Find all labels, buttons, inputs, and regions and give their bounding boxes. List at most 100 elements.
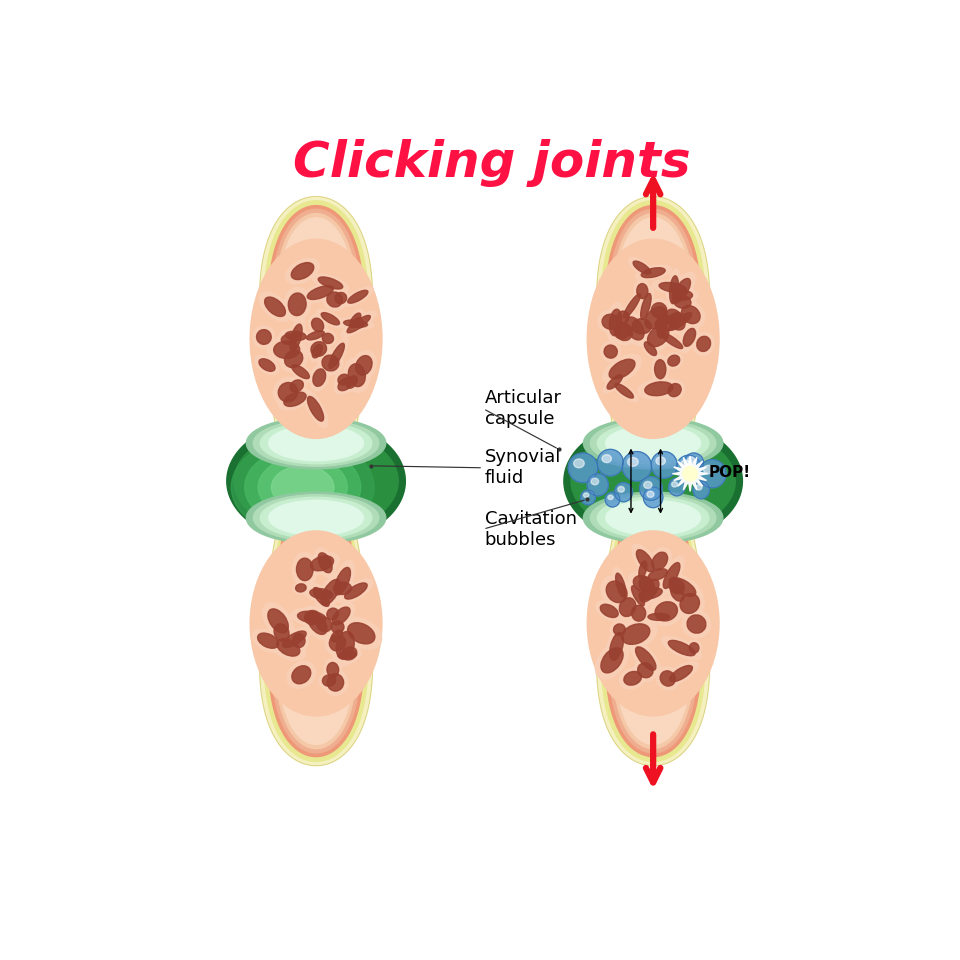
Ellipse shape — [256, 329, 272, 345]
Ellipse shape — [327, 674, 344, 691]
Ellipse shape — [647, 492, 654, 497]
Ellipse shape — [669, 478, 684, 496]
Text: Clicking joints: Clicking joints — [293, 139, 691, 187]
Ellipse shape — [342, 647, 357, 660]
Ellipse shape — [619, 288, 645, 324]
Ellipse shape — [568, 453, 597, 483]
Ellipse shape — [606, 581, 627, 603]
Ellipse shape — [633, 261, 651, 275]
Ellipse shape — [660, 282, 686, 293]
Ellipse shape — [325, 631, 349, 655]
Ellipse shape — [327, 603, 354, 629]
Ellipse shape — [597, 497, 708, 539]
Ellipse shape — [643, 565, 672, 583]
Ellipse shape — [619, 668, 646, 688]
Ellipse shape — [303, 390, 327, 427]
Ellipse shape — [672, 290, 692, 300]
Ellipse shape — [338, 643, 361, 663]
Ellipse shape — [667, 288, 698, 302]
Ellipse shape — [284, 350, 302, 368]
Ellipse shape — [697, 336, 710, 351]
Ellipse shape — [335, 293, 347, 303]
Ellipse shape — [325, 337, 348, 374]
Ellipse shape — [610, 309, 622, 336]
Ellipse shape — [687, 640, 702, 656]
Text: Synovial
fluid: Synovial fluid — [485, 448, 561, 487]
Ellipse shape — [660, 556, 684, 595]
Ellipse shape — [306, 331, 324, 340]
Ellipse shape — [672, 278, 690, 303]
Ellipse shape — [699, 460, 726, 488]
Ellipse shape — [302, 607, 332, 640]
Ellipse shape — [651, 451, 677, 478]
Ellipse shape — [305, 552, 339, 575]
Polygon shape — [264, 201, 368, 761]
Ellipse shape — [309, 583, 333, 612]
Ellipse shape — [590, 420, 716, 467]
Ellipse shape — [649, 597, 684, 626]
Ellipse shape — [344, 358, 370, 393]
Ellipse shape — [663, 308, 698, 335]
Ellipse shape — [642, 321, 674, 351]
Ellipse shape — [298, 612, 325, 623]
Ellipse shape — [286, 258, 320, 284]
Ellipse shape — [682, 305, 700, 324]
Ellipse shape — [351, 350, 376, 380]
Ellipse shape — [643, 487, 663, 508]
Ellipse shape — [259, 292, 291, 322]
Ellipse shape — [636, 573, 655, 596]
Ellipse shape — [278, 389, 312, 410]
Ellipse shape — [613, 567, 629, 604]
Polygon shape — [564, 420, 742, 542]
Ellipse shape — [607, 302, 625, 343]
Ellipse shape — [609, 359, 635, 379]
Ellipse shape — [652, 355, 669, 384]
Ellipse shape — [660, 332, 683, 348]
Ellipse shape — [341, 617, 382, 649]
Ellipse shape — [265, 297, 285, 317]
Ellipse shape — [613, 624, 625, 636]
Ellipse shape — [620, 311, 649, 346]
Ellipse shape — [251, 239, 382, 439]
Ellipse shape — [338, 374, 349, 385]
Ellipse shape — [300, 282, 340, 303]
Ellipse shape — [607, 626, 627, 667]
Ellipse shape — [271, 619, 293, 645]
Polygon shape — [272, 209, 360, 753]
Ellipse shape — [621, 624, 650, 644]
Ellipse shape — [263, 603, 294, 639]
Ellipse shape — [231, 439, 374, 537]
Ellipse shape — [634, 585, 668, 602]
Ellipse shape — [339, 579, 372, 603]
Ellipse shape — [657, 315, 667, 338]
Ellipse shape — [669, 578, 696, 596]
Polygon shape — [612, 213, 694, 749]
Ellipse shape — [344, 372, 360, 392]
Ellipse shape — [669, 579, 684, 593]
Ellipse shape — [252, 629, 284, 652]
Ellipse shape — [637, 662, 653, 678]
Ellipse shape — [683, 467, 698, 481]
Ellipse shape — [312, 274, 348, 292]
Ellipse shape — [318, 277, 343, 289]
Ellipse shape — [274, 624, 289, 641]
Ellipse shape — [329, 579, 356, 597]
Ellipse shape — [296, 584, 306, 592]
Ellipse shape — [637, 378, 680, 399]
Ellipse shape — [600, 604, 618, 617]
Ellipse shape — [648, 568, 667, 580]
Ellipse shape — [307, 286, 333, 300]
Ellipse shape — [606, 425, 701, 461]
Ellipse shape — [254, 355, 279, 374]
Polygon shape — [672, 456, 708, 492]
Ellipse shape — [252, 326, 275, 348]
Ellipse shape — [348, 623, 375, 644]
Ellipse shape — [288, 293, 306, 316]
Ellipse shape — [628, 458, 638, 467]
Ellipse shape — [247, 492, 386, 543]
Ellipse shape — [632, 544, 659, 577]
Ellipse shape — [617, 311, 629, 323]
Ellipse shape — [670, 665, 692, 682]
Polygon shape — [602, 201, 705, 761]
Ellipse shape — [666, 309, 685, 330]
